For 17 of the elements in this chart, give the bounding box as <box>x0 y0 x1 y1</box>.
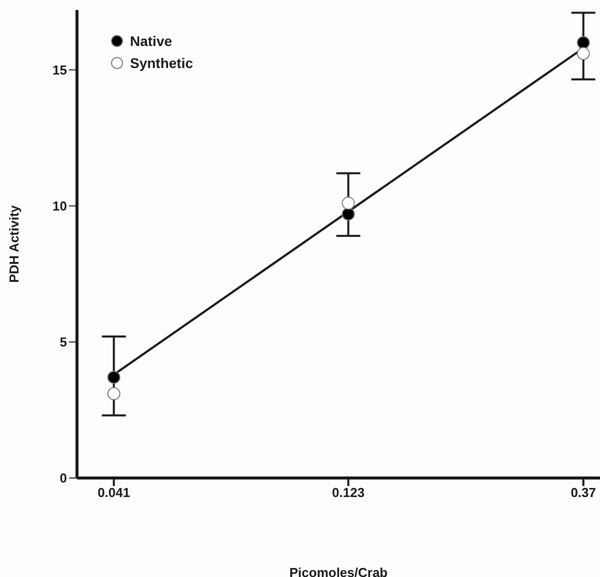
x-tick-label: 0.37 <box>570 485 596 500</box>
point <box>342 196 355 210</box>
x-tick-label: 0.041 <box>98 485 130 500</box>
x-axis-title: Picomoles/Crab <box>289 565 388 577</box>
y-tick-label: 0 <box>60 470 67 486</box>
y-axis-title: PDH Activity <box>6 204 22 283</box>
y-tick-label: 5 <box>60 334 67 350</box>
y-tick-label: 10 <box>52 198 67 214</box>
point <box>576 36 590 50</box>
x-tick-label: 0.123 <box>332 485 365 500</box>
point <box>342 208 355 221</box>
point <box>107 370 120 384</box>
legend-label: Native <box>130 32 172 51</box>
legend-label: Synthetic <box>130 54 194 73</box>
y-tick-label: 15 <box>52 62 67 78</box>
point <box>107 387 120 400</box>
point <box>576 47 590 60</box>
